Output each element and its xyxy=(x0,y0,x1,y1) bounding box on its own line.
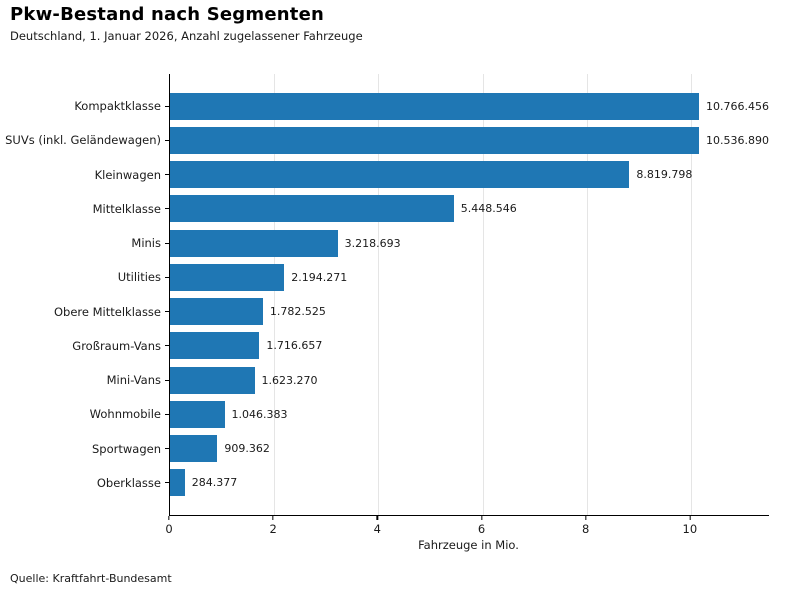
category-label: Großraum-Vans xyxy=(72,338,161,353)
x-tick-label: 10 xyxy=(682,522,698,536)
bar xyxy=(170,469,185,497)
x-tick-label: 4 xyxy=(373,522,382,536)
value-label: 10.536.890 xyxy=(706,133,769,147)
x-tick-mark xyxy=(689,516,691,520)
bar xyxy=(170,229,338,257)
category-label: Utilities xyxy=(117,270,161,285)
y-tick-mark xyxy=(165,105,169,107)
x-tick-mark xyxy=(168,516,170,520)
category-label: SUVs (inkl. Geländewagen) xyxy=(5,133,161,148)
gridline xyxy=(378,74,380,515)
y-tick-mark xyxy=(165,345,169,347)
plot-area: Kompaktklasse 10.766.456 SUVs (inkl. Gelän… xyxy=(5,74,769,516)
value-label: 1.782.525 xyxy=(269,305,326,319)
category-label: Obere Mittelklasse xyxy=(54,304,161,319)
value-label: 284.377 xyxy=(191,476,238,490)
bar-row: Kompaktklasse 10.766.456 xyxy=(74,89,769,123)
bar-row: Utilities 2.194.271 xyxy=(118,260,769,294)
y-tick-mark xyxy=(165,139,169,141)
y-tick-mark xyxy=(165,448,169,450)
value-label: 5.448.546 xyxy=(460,202,517,216)
x-tick-label: 6 xyxy=(477,522,486,536)
x-tick-mark xyxy=(376,516,378,520)
gridline xyxy=(586,74,588,515)
bar xyxy=(170,195,454,223)
category-label: Minis xyxy=(131,236,161,251)
chart-title: Pkw-Bestand nach Segmenten xyxy=(10,4,324,25)
x-tick-mark xyxy=(480,516,483,520)
bar xyxy=(170,161,630,189)
x-tick-mark xyxy=(272,516,274,520)
bar-row: Großraum-Vans 1.716.657 xyxy=(72,329,769,363)
bar xyxy=(170,126,700,154)
bar-row: Wohnmobile 1.046.383 xyxy=(90,397,769,431)
bar-row: Sportwagen 909.362 xyxy=(92,432,769,466)
y-tick-mark xyxy=(165,276,169,278)
bar xyxy=(170,263,285,291)
bar-row: Mini-Vans 1.623.270 xyxy=(107,363,769,397)
x-tick: 6 xyxy=(478,516,485,536)
bar-row: SUVs (inkl. Geländewagen) 10.536.890 xyxy=(5,123,769,157)
value-label: 10.766.456 xyxy=(706,99,769,113)
chart-subtitle: Deutschland, 1. Januar 2026, Anzahl zuge… xyxy=(10,29,363,43)
x-axis-ticks: 0 2 4 6 8 10 xyxy=(165,516,768,540)
category-label: Kompaktklasse xyxy=(74,99,161,114)
category-label: Mittelklasse xyxy=(92,201,161,216)
y-tick-mark xyxy=(165,174,169,176)
bar-row: Kleinwagen 8.819.798 xyxy=(95,158,769,192)
y-tick-mark xyxy=(165,413,169,415)
category-label: Wohnmobile xyxy=(89,407,161,422)
x-tick-label: 0 xyxy=(165,522,173,536)
gridline xyxy=(690,74,692,515)
x-tick: 8 xyxy=(582,516,589,536)
bar xyxy=(170,366,255,394)
bar xyxy=(170,332,260,360)
x-axis-label: Fahrzeuge in Mio. xyxy=(418,538,519,552)
y-tick-mark xyxy=(165,208,169,210)
x-tick-label: 8 xyxy=(582,522,590,536)
bar-row: Obere Mittelklasse 1.782.525 xyxy=(54,295,769,329)
x-tick: 2 xyxy=(270,516,277,536)
x-tick-mark xyxy=(585,516,587,520)
x-tick: 0 xyxy=(165,516,173,536)
source-note: Quelle: Kraftfahrt-Bundesamt xyxy=(10,572,172,585)
value-label: 2.194.271 xyxy=(291,270,348,284)
gridline xyxy=(274,74,276,515)
bar xyxy=(170,92,700,120)
value-label: 909.362 xyxy=(224,442,270,456)
y-tick-mark xyxy=(165,482,169,484)
y-tick-mark xyxy=(165,311,169,313)
value-label: 3.218.693 xyxy=(344,236,401,250)
value-label: 1.623.270 xyxy=(261,373,318,387)
value-label: 1.046.383 xyxy=(231,407,288,421)
bar xyxy=(170,298,263,326)
y-tick-mark xyxy=(165,379,169,381)
value-label: 1.716.657 xyxy=(266,339,323,353)
category-label: Oberklasse xyxy=(96,475,161,490)
x-tick-label: 2 xyxy=(269,522,277,536)
value-label: 8.819.798 xyxy=(636,168,693,182)
y-tick-mark xyxy=(165,242,169,244)
bar-row: Mittelklasse 5.448.546 xyxy=(93,192,769,226)
category-label: Mini-Vans xyxy=(106,373,161,388)
x-tick: 4 xyxy=(374,516,381,536)
category-label: Sportwagen xyxy=(92,441,161,456)
bar-row: Oberklasse 284.377 xyxy=(97,466,769,500)
gridline xyxy=(482,74,484,515)
bar xyxy=(170,435,218,463)
bar xyxy=(170,400,225,428)
bar-rows: Kompaktklasse 10.766.456 SUVs (inkl. Gelän… xyxy=(5,74,769,515)
x-tick: 10 xyxy=(682,516,698,536)
category-label: Kleinwagen xyxy=(94,167,161,182)
bar-row: Minis 3.218.693 xyxy=(131,226,769,260)
